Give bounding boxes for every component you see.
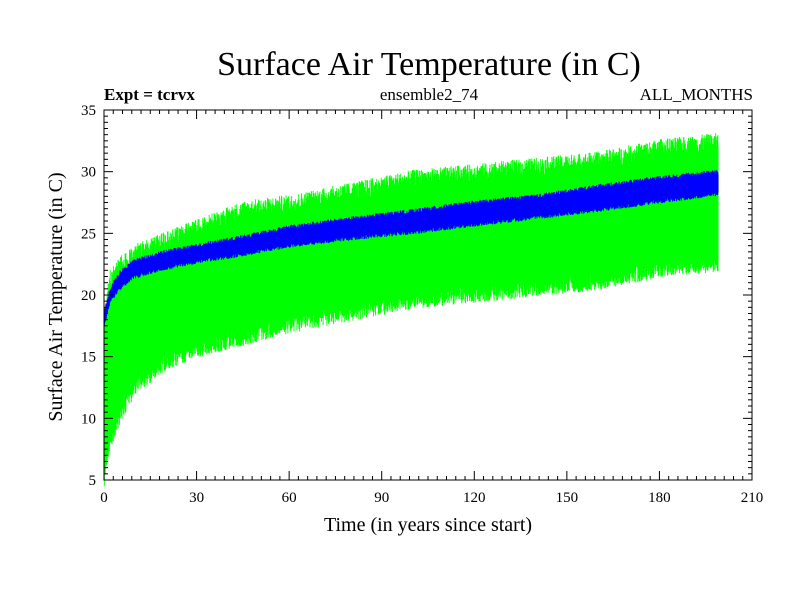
x-tick-label: 90	[374, 490, 389, 506]
x-tick-label: 60	[282, 490, 297, 506]
x-axis-label: Time (in years since start)	[324, 514, 532, 536]
ensemble-label: ensemble2_74	[380, 85, 479, 104]
y-tick-label: 35	[81, 103, 96, 119]
x-tick-label: 30	[189, 490, 204, 506]
axes: 0 30 60 90 120 150 180 210 5 10 15 20 25 30 35	[81, 103, 763, 506]
months-label: ALL_MONTHS	[640, 85, 753, 104]
y-tick-label: 15	[81, 350, 96, 366]
chart-title: Surface Air Temperature (in C)	[217, 46, 641, 83]
x-tick-label: 180	[648, 490, 671, 506]
x-tick-label: 0	[100, 490, 108, 506]
y-axis-label: Surface Air Temperature (in C)	[45, 172, 67, 421]
x-tick-label: 150	[556, 490, 579, 506]
y-tick-label: 30	[81, 165, 96, 181]
y-tick-label: 5	[89, 473, 97, 489]
y-tick-label: 25	[81, 226, 96, 242]
expt-label: Expt = tcrvx	[104, 85, 195, 104]
x-tick-label: 210	[741, 490, 764, 506]
y-tick-label: 10	[81, 411, 96, 427]
plot-area	[103, 133, 719, 487]
x-tick-label: 120	[463, 490, 486, 506]
y-tick-label: 20	[81, 288, 96, 304]
